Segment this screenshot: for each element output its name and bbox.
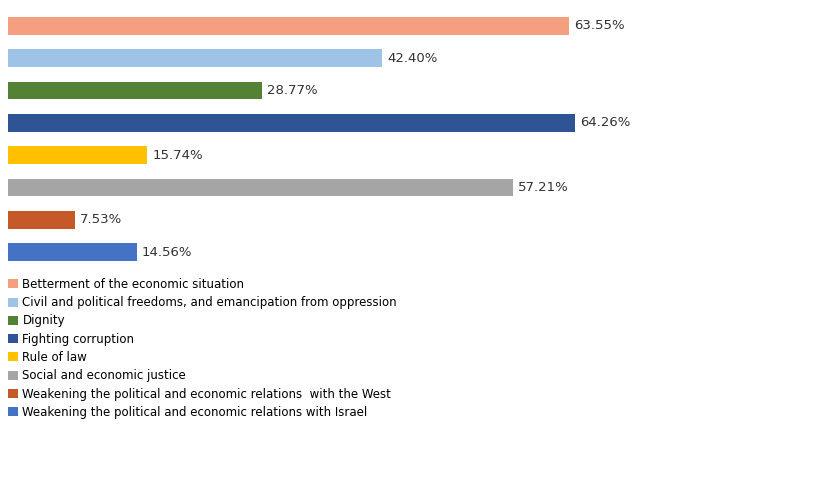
- Bar: [8, 17, 569, 34]
- Text: 7.53%: 7.53%: [80, 213, 122, 226]
- Text: 64.26%: 64.26%: [580, 116, 631, 129]
- Bar: [8, 146, 147, 164]
- Text: 28.77%: 28.77%: [267, 84, 318, 97]
- Text: 63.55%: 63.55%: [574, 19, 625, 32]
- Text: 42.40%: 42.40%: [388, 52, 438, 65]
- Text: 15.74%: 15.74%: [153, 148, 203, 161]
- Legend: Betterment of the economic situation, Civil and political freedoms, and emancipa: Betterment of the economic situation, Ci…: [8, 278, 397, 419]
- Bar: [8, 211, 75, 228]
- Bar: [8, 114, 575, 132]
- Text: 14.56%: 14.56%: [142, 246, 193, 259]
- Text: 57.21%: 57.21%: [518, 181, 569, 194]
- Bar: [8, 81, 262, 99]
- Bar: [8, 49, 382, 67]
- Bar: [8, 179, 513, 196]
- Bar: [8, 243, 137, 261]
